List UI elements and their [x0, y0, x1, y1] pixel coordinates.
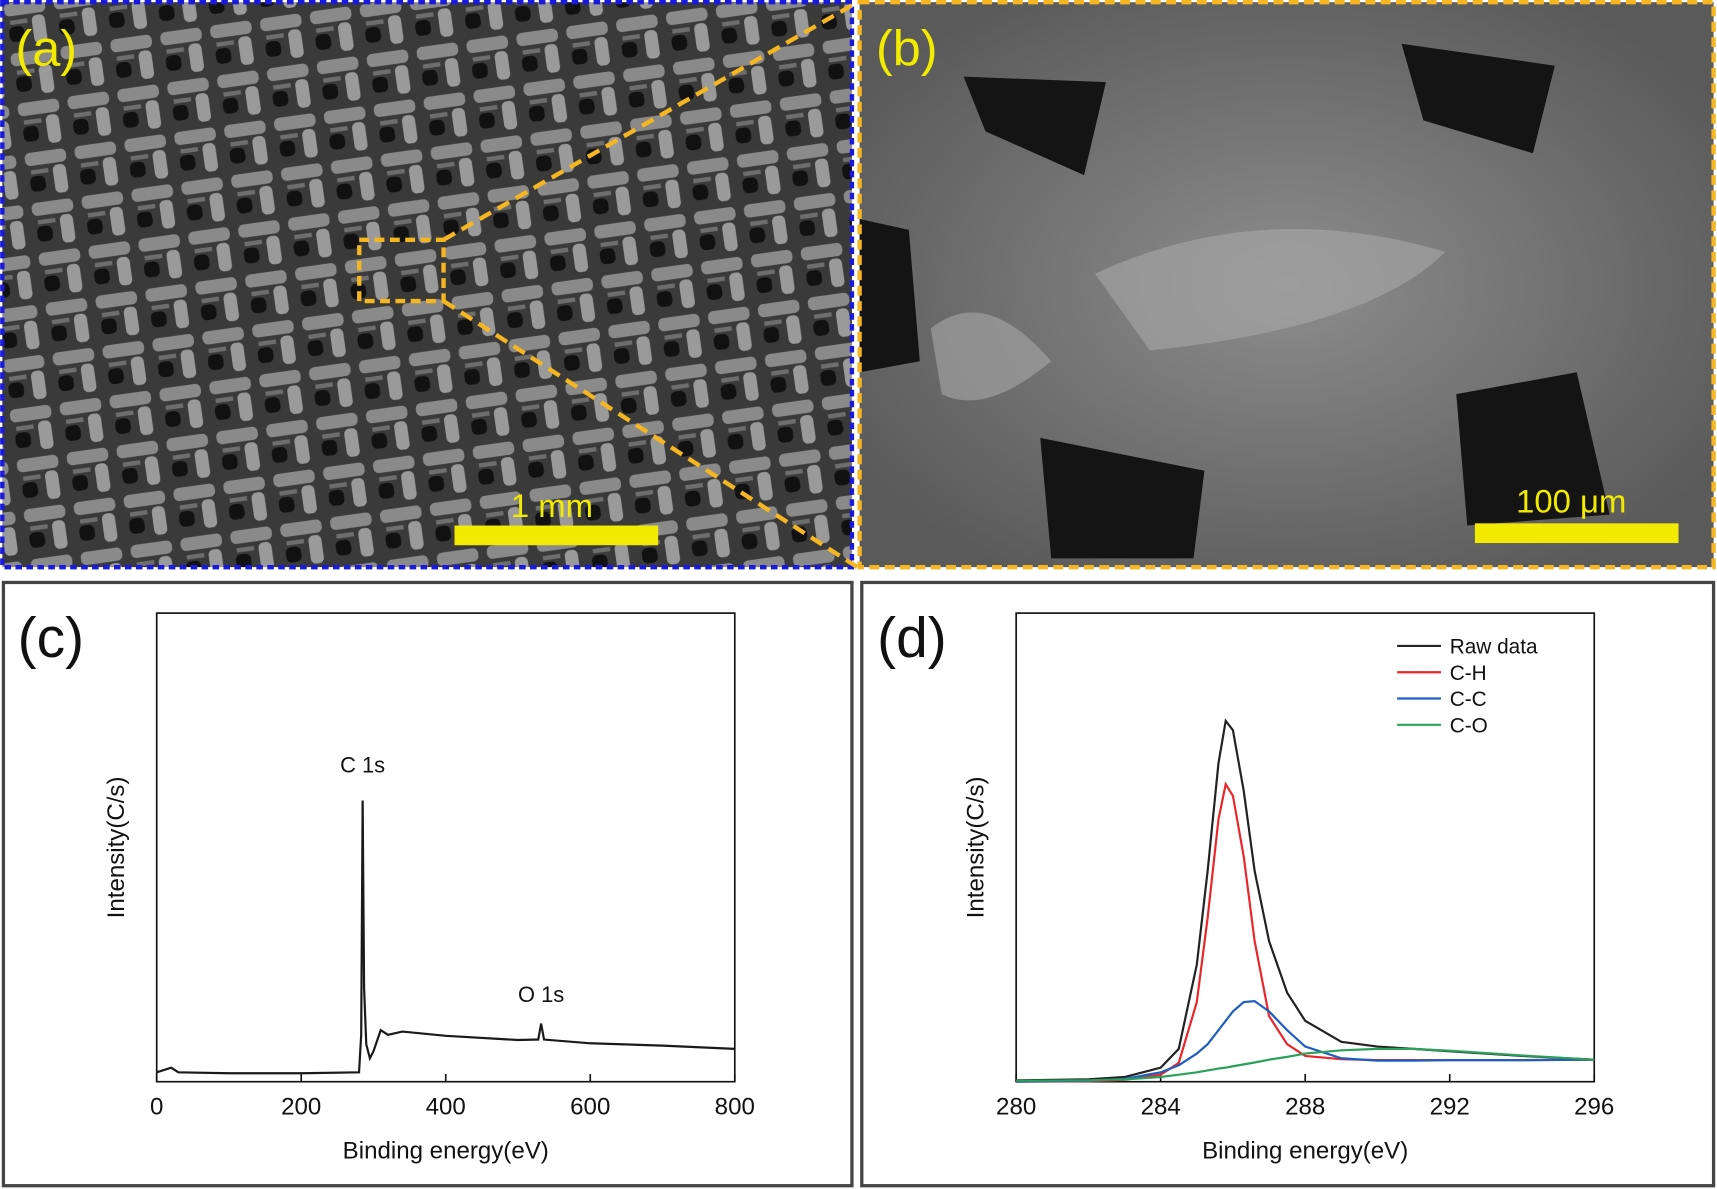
- panel-label: (a): [15, 20, 77, 77]
- x-tick-label: 200: [281, 1094, 321, 1121]
- panel-border: [860, 580, 1716, 1188]
- series-line: [1016, 781, 1595, 1083]
- scale-bar: [454, 525, 659, 546]
- panel-border: [857, 0, 1716, 570]
- x-tick-label: 600: [570, 1094, 610, 1121]
- pore: [859, 43, 1610, 559]
- x-tick-label: 288: [1285, 1094, 1325, 1121]
- legend-label: C-C: [1450, 688, 1487, 711]
- scale-label: 1 mm: [511, 487, 593, 524]
- legend-label: C-O: [1450, 714, 1488, 737]
- x-axis-label: Binding energy(eV): [1202, 1137, 1408, 1164]
- panel-a: 1 mm (a): [0, 0, 859, 570]
- annotation: O 1s: [518, 982, 564, 1007]
- panel-b: 100 μm (b): [857, 0, 1716, 570]
- x-tick-label: 0: [150, 1094, 163, 1121]
- x-axis-label: Binding energy(eV): [343, 1137, 549, 1164]
- y-axis-label: Intensity(C/s): [103, 776, 130, 918]
- zoom-box: [357, 237, 446, 304]
- plot-frame: [1015, 612, 1596, 1083]
- x-tick-label: 280: [996, 1094, 1036, 1121]
- x-tick-label: 400: [426, 1094, 466, 1121]
- panel-border: [0, 0, 855, 570]
- panel-border: [1, 580, 854, 1188]
- x-tick-label: 296: [1574, 1094, 1614, 1121]
- scale-label: 100 μm: [1516, 482, 1626, 519]
- zoom-line: [442, 0, 859, 242]
- fiber: [930, 229, 1446, 401]
- legend-label: Raw data: [1450, 636, 1538, 659]
- plot-frame: [155, 612, 736, 1083]
- panel-label: (b): [876, 20, 938, 77]
- series-line: [156, 800, 735, 1075]
- x-tick-label: 800: [715, 1094, 755, 1121]
- series-line: [1016, 1047, 1595, 1082]
- panel-label: (c): [18, 606, 84, 670]
- x-tick-label: 292: [1430, 1094, 1470, 1121]
- legend-label: C-H: [1450, 662, 1487, 685]
- x-tick-label: 284: [1141, 1094, 1181, 1121]
- series-line: [1016, 999, 1595, 1083]
- annotation: C 1s: [340, 752, 385, 777]
- scale-bar: [1474, 523, 1679, 544]
- series-line: [1016, 718, 1595, 1082]
- panel-label: (d): [877, 606, 947, 670]
- y-axis-label: Intensity(C/s): [962, 776, 989, 918]
